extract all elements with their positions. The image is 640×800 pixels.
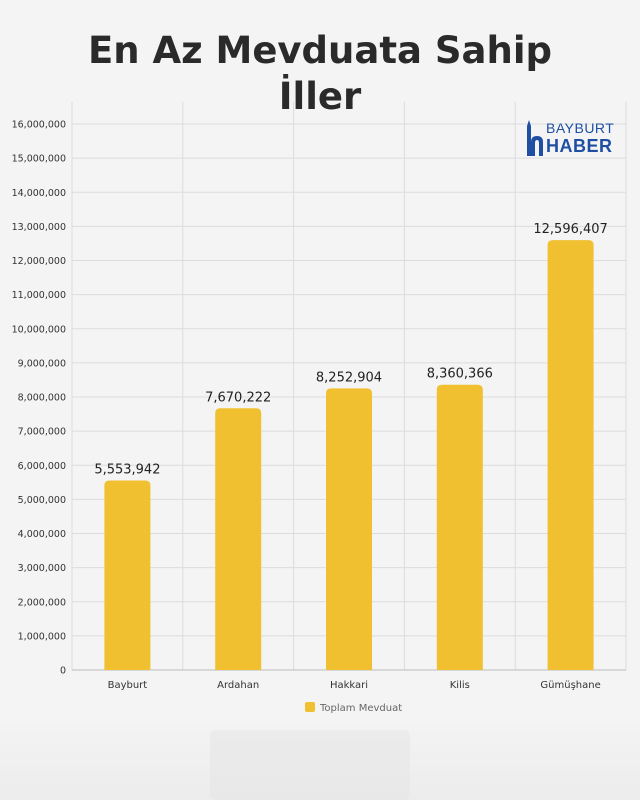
data-label: 8,360,366 [427,367,493,382]
x-tick-label: Ardahan [217,680,259,691]
chart-title: En Az Mevduata Sahip İller [40,28,600,120]
data-label: 8,252,904 [316,370,382,385]
x-tick-label: Bayburt [108,680,148,691]
title-line-1: En Az Mevduata Sahip [87,29,553,72]
bar [436,384,483,670]
legend-swatch [305,702,315,712]
y-tick-label: 14,000,000 [12,188,66,199]
y-tick-label: 12,000,000 [12,256,66,267]
y-tick-label: 4,000,000 [18,529,66,540]
y-tick-label: 0 [60,666,66,677]
y-tick-label: 8,000,000 [18,393,66,404]
y-tick-label: 7,000,000 [18,427,66,438]
x-tick-label: Kilis [450,680,470,691]
data-label: 7,670,222 [205,390,271,405]
x-tick-label: Hakkari [330,680,368,691]
logo-text-bottom: HABER [546,136,613,156]
y-tick-label: 9,000,000 [18,358,66,369]
minaret-h-icon [527,120,543,156]
y-tick-label: 13,000,000 [12,222,66,233]
data-label: 5,553,942 [94,462,160,477]
bar [104,480,151,670]
y-tick-label: 2,000,000 [18,597,66,608]
bar [547,240,594,670]
data-label: 12,596,407 [533,222,607,237]
y-tick-label: 10,000,000 [12,324,66,335]
title-line-2: İller [278,75,362,118]
bayburt-haber-logo: BAYBURT HABER [524,120,616,160]
legend-label: Toplam Mevduat [319,703,402,714]
bar [326,388,372,670]
logo-text-top: BAYBURT [546,120,615,136]
y-tick-label: 5,000,000 [18,495,66,506]
y-tick-label: 3,000,000 [18,563,66,574]
y-tick-label: 1,000,000 [18,631,66,642]
y-tick-label: 11,000,000 [12,290,66,301]
bottom-shadow [210,730,410,800]
y-tick-label: 6,000,000 [18,461,66,472]
y-tick-label: 16,000,000 [12,120,66,131]
bar [215,408,262,670]
y-tick-label: 15,000,000 [12,154,66,165]
x-tick-label: Gümüşhane [540,680,600,691]
